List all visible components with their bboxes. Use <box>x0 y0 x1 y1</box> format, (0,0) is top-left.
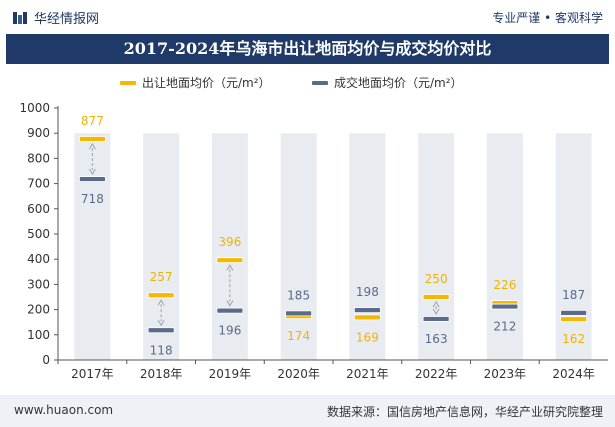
deal-price-label: 163 <box>425 332 448 346</box>
chart-title: 2017-2024年乌海市出让地面均价与成交均价对比 <box>6 34 609 64</box>
category-column-bg <box>211 133 248 360</box>
brand-name: 华经情报网 <box>34 12 100 27</box>
x-tick-label: 2022年 <box>415 367 458 381</box>
x-tick-label: 2021年 <box>346 367 389 381</box>
y-tick-label: 1000 <box>19 101 50 115</box>
deal-price-marker <box>422 316 450 322</box>
x-tick-label: 2019年 <box>209 367 252 381</box>
category-column-bg <box>74 133 111 360</box>
category-column-bg <box>555 133 592 360</box>
legend-item-deal: 成交地面均价（元/m²） <box>312 74 463 91</box>
y-tick-label: 600 <box>27 202 50 216</box>
deal-price-label: 196 <box>218 324 241 338</box>
listing-price-marker <box>78 136 106 142</box>
gap-arrow-down <box>88 168 96 176</box>
deal-price-marker <box>353 307 381 314</box>
listing-price-marker <box>216 257 244 264</box>
x-tick-label: 2017年 <box>71 367 114 381</box>
legend-label-deal: 成交地面均价（元/m²） <box>334 76 463 90</box>
footer: www.huaon.com 数据来源：国信房地产信息网，华经产业研究院整理 <box>0 395 615 427</box>
listing-price-label: 250 <box>425 272 448 286</box>
gap-arrow-up <box>432 301 440 308</box>
listing-price-label: 226 <box>493 278 516 292</box>
footer-source: 数据来源：国信房地产信息网，华经产业研究院整理 <box>326 405 603 419</box>
y-tick-label: 100 <box>27 328 50 342</box>
category-column-bg <box>349 133 386 360</box>
deal-price-label: 718 <box>81 192 104 206</box>
deal-price-marker <box>216 307 244 314</box>
gap-arrow-down <box>432 308 440 315</box>
y-tick-label: 0 <box>42 353 50 367</box>
deal-price-marker <box>147 327 175 334</box>
legend-swatch-deal <box>312 80 328 85</box>
footer-url: www.huaon.com <box>14 403 114 417</box>
deal-price-label: 212 <box>493 320 516 334</box>
category-column-bg <box>280 133 317 360</box>
x-tick-label: 2018年 <box>140 367 183 381</box>
category-column-bg <box>486 133 523 360</box>
deal-price-marker <box>560 309 588 316</box>
gap-arrow-up <box>226 264 234 271</box>
gap-arrow-up <box>157 299 165 306</box>
tagline: 专业严谨 • 客观科学 <box>492 11 603 25</box>
category-column-bg <box>143 133 180 360</box>
y-tick-label: 300 <box>27 277 50 291</box>
listing-price-label: 257 <box>150 270 173 284</box>
listing-price-label: 174 <box>287 329 310 343</box>
listing-price-marker <box>353 314 381 321</box>
legend-item-listing: 出让地面均价（元/m²） <box>120 74 271 91</box>
legend-label-listing: 出让地面均价（元/m²） <box>142 76 271 90</box>
category-column-bg <box>418 133 455 360</box>
x-tick-label: 2020年 <box>277 367 320 381</box>
y-tick-label: 800 <box>27 151 50 165</box>
deal-price-label: 198 <box>356 285 379 299</box>
listing-price-marker <box>147 292 175 299</box>
deal-price-label: 185 <box>287 288 310 302</box>
y-tick-label: 400 <box>27 252 50 266</box>
listing-price-label: 169 <box>356 330 379 344</box>
deal-price-marker <box>285 310 313 317</box>
x-tick-label: 2024年 <box>552 367 595 381</box>
y-tick-label: 900 <box>27 126 50 140</box>
chart-legend: 出让地面均价（元/m²） 成交地面均价（元/m²） <box>0 72 615 90</box>
listing-price-label: 396 <box>218 235 241 249</box>
listing-price-marker <box>422 294 450 300</box>
gap-arrow-up <box>88 143 96 150</box>
top-bar: 华经情报网 专业严谨 • 客观科学 <box>0 0 615 34</box>
deal-price-marker <box>78 176 106 182</box>
y-tick-label: 700 <box>27 177 50 191</box>
deal-price-label: 187 <box>562 288 585 302</box>
gap-arrow-down <box>157 320 165 327</box>
y-tick-label: 200 <box>27 303 50 317</box>
gap-arrow-down <box>226 300 234 307</box>
legend-swatch-listing <box>120 80 136 85</box>
x-tick-label: 2023年 <box>484 367 527 381</box>
listing-price-label: 162 <box>562 332 585 346</box>
brand: 华经情报网 <box>12 8 99 27</box>
brand-logo-icon <box>13 11 27 24</box>
deal-price-marker <box>491 303 519 310</box>
y-tick-label: 500 <box>27 227 50 241</box>
listing-price-label: 877 <box>81 114 104 128</box>
listing-price-marker <box>560 316 588 323</box>
deal-price-label: 118 <box>150 343 173 357</box>
